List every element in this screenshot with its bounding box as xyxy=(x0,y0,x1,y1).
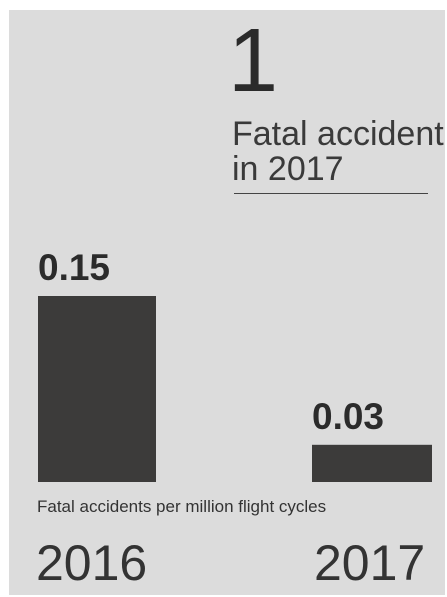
divider-rule xyxy=(234,193,428,194)
category-label-2017: 2017 xyxy=(314,535,426,591)
data-label-2016: 0.15 xyxy=(38,247,110,288)
category-label-2016: 2016 xyxy=(36,535,148,591)
x-axis-label: Fatal accidents per million flight cycle… xyxy=(37,497,327,516)
bar-2017 xyxy=(312,444,432,482)
fatal-accident-count: 1 xyxy=(228,11,279,111)
bar-2016 xyxy=(38,296,156,482)
data-label-2017: 0.03 xyxy=(312,396,384,437)
headline-line-1: Fatal accident xyxy=(232,115,444,153)
headline-line-2: in 2017 xyxy=(232,150,344,188)
